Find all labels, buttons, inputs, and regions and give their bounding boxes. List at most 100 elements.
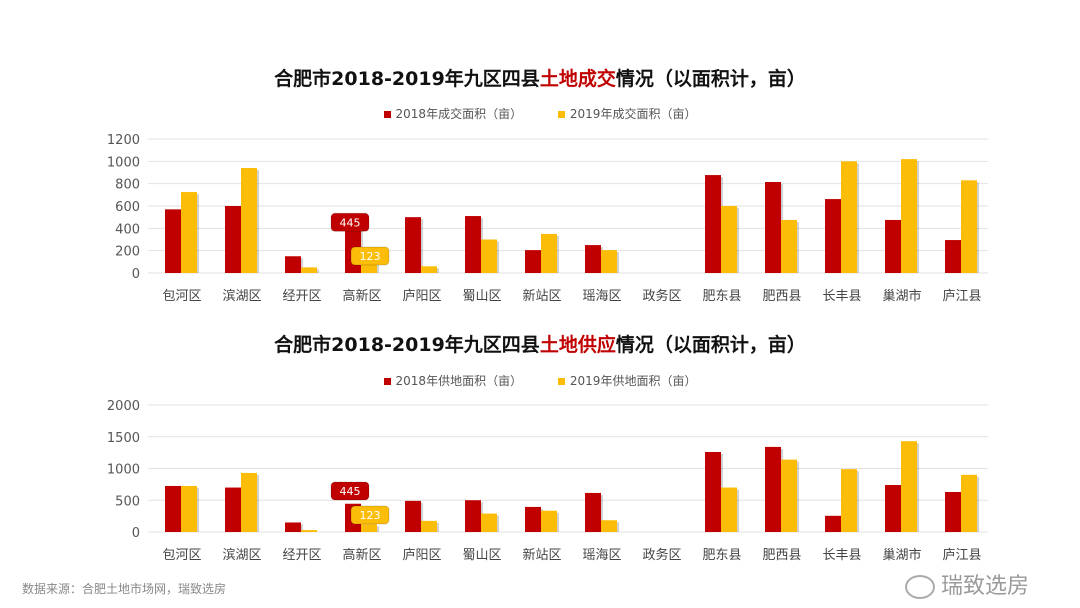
bar-2019 [721,487,737,532]
bar-2019 [241,472,257,532]
bar-2019 [181,192,197,273]
x-tick-label: 庐江县 [942,548,981,563]
bar-2019 [841,469,857,532]
bar-2018 [165,485,181,532]
wechat-icon [905,575,935,599]
watermark: 瑞致选房 [905,574,1029,600]
bar-2018 [885,485,901,532]
bar-2018 [585,245,601,273]
bar-2018 [405,500,421,532]
x-tick-label: 政务区 [642,288,681,304]
data-label-box [330,481,370,501]
bar-2019 [301,530,317,532]
bar-2019 [421,266,437,273]
x-tick-label: 长丰县 [822,548,861,563]
y-tick-label: 1200 [107,133,140,148]
title-highlight: 土地供应 [539,334,616,356]
x-tick-label: 新站区 [522,288,561,304]
bar-2018 [945,240,961,273]
bar-2019 [601,520,617,532]
y-tick-label: 1000 [107,463,140,478]
x-tick-label: 新站区 [522,547,561,563]
bar-2019 [841,161,857,273]
legend-swatch [383,110,391,118]
x-tick-label: 瑶海区 [582,289,621,304]
bar-2019 [481,239,497,273]
bar-2019 [721,206,737,273]
bar-2018 [225,487,241,532]
y-tick-label: 400 [115,222,140,237]
title-highlight: 土地成交 [539,68,616,90]
bar-2019 [901,441,917,532]
bar-2018 [765,446,781,532]
bar-2018 [405,217,421,273]
x-tick-label: 经开区 [282,548,321,563]
x-tick-label: 蜀山区 [462,548,501,563]
x-tick-label: 高新区 [342,547,381,563]
x-tick-label: 庐江县 [942,289,981,304]
bar-2018 [705,175,721,273]
bar-2019 [601,250,617,273]
bar-2019 [901,159,917,273]
chart-1-title: 合肥市2018-2019年九区四县土地成交情况（以面积计，亩） [0,64,1080,91]
bar-2018 [945,491,961,532]
bar-2018 [825,515,841,532]
legend-item-2018: 2018年供地面积（亩） [383,374,523,388]
x-tick-label: 滨湖区 [222,288,261,304]
x-tick-label: 庐阳区 [402,548,441,563]
legend-label: 2019年成交面积（亩） [569,107,697,121]
x-tick-label: 肥东县 [702,289,741,304]
data-label: 445 [340,485,361,498]
legend-item-2019: 2019年供地面积（亩） [557,374,697,388]
bar-2019 [781,219,797,273]
bar-2018 [885,219,901,273]
y-tick-label: 600 [115,200,140,215]
legend-swatch [557,377,565,385]
bar-2018 [825,199,841,273]
x-tick-label: 肥西县 [762,548,801,563]
watermark-text: 瑞致选房 [941,574,1030,599]
x-tick-label: 政务区 [642,547,681,563]
legend-label: 2019年供地面积（亩） [569,374,697,388]
bar-2019 [541,233,557,273]
source-note: 数据来源：合肥土地市场网，瑞致选房 [22,582,227,596]
bar-2018 [465,216,481,273]
x-tick-label: 高新区 [342,288,381,304]
x-tick-label: 庐阳区 [402,289,441,304]
x-tick-label: 巢湖市 [882,547,921,563]
bar-2018 [225,206,241,273]
bar-2018 [585,492,601,532]
chart-2-legend: 2018年供地面积（亩） 2019年供地面积（亩） [0,372,1080,389]
bar-2018 [465,500,481,532]
y-tick-label: 2000 [107,399,140,414]
bar-2019 [421,520,437,532]
y-tick-label: 800 [115,178,140,193]
bar-2019 [781,459,797,532]
x-tick-label: 瑶海区 [582,548,621,563]
bar-2018 [165,209,181,273]
y-tick-label: 200 [115,245,140,260]
bar-2019 [481,513,497,532]
bar-2018 [285,522,301,532]
x-tick-label: 长丰县 [822,289,861,304]
y-tick-label: 1000 [107,155,140,170]
legend-item-2018: 2018年成交面积（亩） [383,107,522,121]
legend-label: 2018年供地面积（亩） [395,374,523,388]
data-label-box [350,246,390,266]
x-tick-label: 肥西县 [762,289,801,304]
x-tick-label: 蜀山区 [462,289,501,304]
bar-2018 [285,256,301,273]
y-tick-label: 0 [132,267,140,282]
data-label: 123 [360,250,381,263]
bar-2018 [765,181,781,273]
bar-2019 [361,524,377,532]
title-part: 合肥市2018-2019年九区四县 [274,334,540,356]
data-label: 445 [340,216,361,229]
y-tick-label: 500 [115,494,140,509]
bar-2018 [525,250,541,273]
bar-2019 [241,168,257,273]
x-tick-label: 肥东县 [702,548,741,563]
legend-swatch [557,110,565,118]
bar-2019 [301,267,317,273]
bar-2019 [961,474,977,532]
